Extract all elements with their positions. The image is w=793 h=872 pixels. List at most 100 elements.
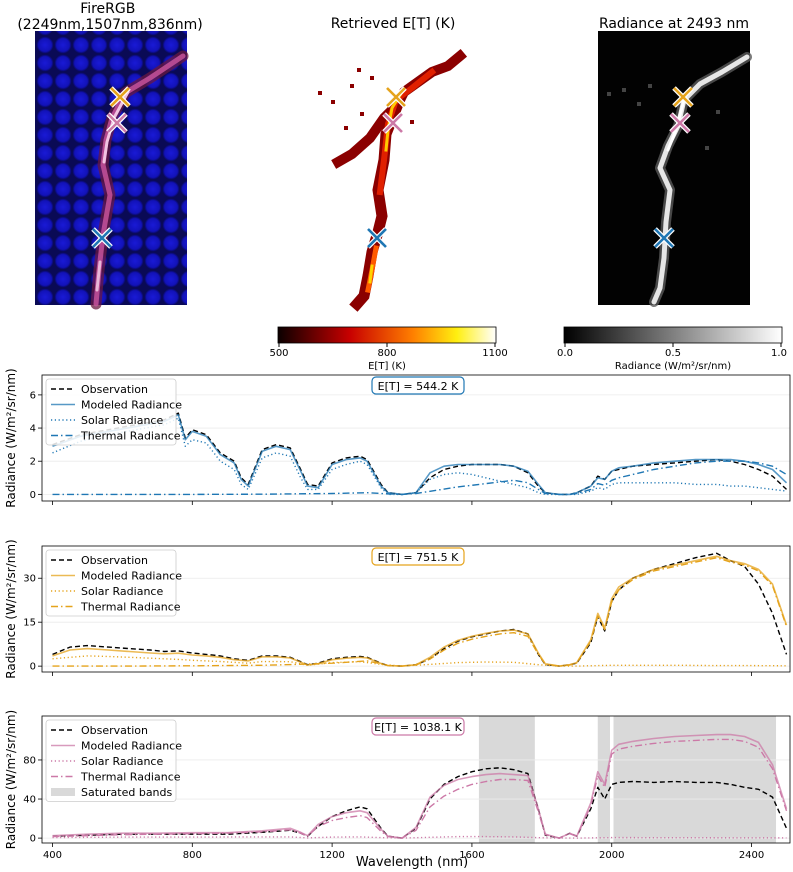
- legend-label: Thermal Radiance: [80, 771, 181, 784]
- legend-entry: Observation: [51, 554, 148, 567]
- y-tick-label: 6: [30, 390, 36, 401]
- legend-label: Thermal Radiance: [80, 601, 181, 614]
- image-panel-radiance: Radiance at 2493 nm: [598, 16, 752, 307]
- legend: Observation Modeled Radiance Solar Radianc…: [45, 549, 182, 617]
- temperature-annotation: E[T] = 751.5 K: [371, 547, 465, 566]
- temperature-annotation-text: E[T] = 544.2 K: [378, 380, 459, 393]
- legend-label: Modeled Radiance: [81, 740, 182, 753]
- colorbar-radiance-gradient: [563, 326, 783, 344]
- radiance-image: [598, 31, 750, 305]
- series-observation: [52, 767, 788, 839]
- x-tick-label: 2000: [599, 850, 624, 861]
- legend-entry: Saturated bands: [51, 786, 173, 799]
- series-thermal-radiance: [52, 557, 788, 667]
- colorbar-temperature-tick-label: 500: [269, 348, 288, 359]
- series-modeled-radiance: [52, 413, 788, 496]
- legend-label: Modeled Radiance: [81, 570, 182, 583]
- legend-label: Observation: [81, 724, 148, 737]
- fire-rgb-title-line-1: FireRGB: [80, 1, 135, 17]
- marker-orange-x: [385, 86, 407, 108]
- colorbar-temperature-label: E[T] (K): [368, 361, 406, 372]
- y-tick-label: 2: [30, 457, 36, 468]
- legend-entry: Thermal Radiance: [51, 601, 181, 614]
- x-tick-label: 1200: [319, 850, 344, 861]
- image-panel-fire-rgb: FireRGB (2249nm,1507nm,836nm): [17, 1, 203, 310]
- legend-entry: Modeled Radiance: [51, 399, 182, 412]
- spectrum-plot-2: 0 15 30 Radiance (W/m²/sr/nm) E[T] = 751.5 K…: [4, 539, 791, 679]
- legend-entry: Modeled Radiance: [51, 570, 182, 583]
- legend-label: Observation: [81, 554, 148, 567]
- colorbar-temperature-gradient: [277, 326, 497, 344]
- fire-rgb-title: FireRGB (2249nm,1507nm,836nm): [17, 1, 202, 33]
- saturated-band: [478, 716, 535, 843]
- marker-pink-x: [669, 112, 691, 134]
- legend-label: Solar Radiance: [81, 585, 163, 598]
- legend-entry: Thermal Radiance: [51, 430, 181, 443]
- x-tick-label: 2400: [739, 850, 764, 861]
- plot-frame: [41, 374, 791, 502]
- temperature-annotation: E[T] = 1038.1 K: [371, 717, 465, 736]
- temperature-annotation-text: E[T] = 751.5 K: [378, 551, 459, 564]
- colorbar-radiance-label: Radiance (W/m²/sr/nm): [615, 361, 731, 372]
- legend-label: Solar Radiance: [81, 755, 163, 768]
- marker-orange-x: [109, 86, 131, 108]
- marker-blue-x: [366, 227, 388, 249]
- marker-orange-x: [672, 86, 694, 108]
- radiance-scattered-pixels: [607, 84, 720, 150]
- x-tick-label: 1600: [459, 850, 484, 861]
- y-tick-label: 0: [30, 490, 36, 501]
- legend-entry: Thermal Radiance: [51, 771, 181, 784]
- y-tick-label: 4: [30, 424, 36, 435]
- legend-label: Thermal Radiance: [80, 430, 181, 443]
- legend-label: Modeled Radiance: [81, 399, 182, 412]
- spectrum-plot-3: 0 40 80 400 800 1200 1600 2000 2400 Radiance (W/m…: [4, 710, 791, 861]
- colorbar-radiance-tick-label: 0.5: [665, 348, 681, 359]
- temperature-title: Retrieved E[T] (K): [331, 16, 456, 32]
- x-tick-label: 800: [183, 850, 202, 861]
- colorbar-temperature-tick-label: 1100: [482, 348, 507, 359]
- legend-entry: Modeled Radiance: [51, 740, 182, 753]
- temperature-scattered-pixels: [318, 68, 414, 130]
- marker-pink-x: [382, 112, 404, 134]
- saturated-band: [613, 716, 777, 843]
- series-thermal-radiance: [52, 738, 788, 839]
- image-panel-temperature: Retrieved E[T] (K): [318, 16, 468, 312]
- temperature-annotation-text: E[T] = 1038.1 K: [374, 721, 462, 734]
- marker-pink-x: [106, 112, 128, 134]
- legend-entry: Solar Radiance: [51, 414, 163, 427]
- temperature-annotation: E[T] = 544.2 K: [371, 376, 465, 395]
- series-thermal-radiance: [52, 460, 787, 496]
- saturated-band: [597, 716, 610, 843]
- fire-rgb-title-line-2: (2249nm,1507nm,836nm): [17, 17, 202, 33]
- marker-blue-x: [653, 227, 675, 249]
- radiance-title: Radiance at 2493 nm: [599, 16, 749, 32]
- legend-entry: Observation: [51, 724, 148, 737]
- y-tick-label: 40: [23, 795, 36, 806]
- pixel-markers: [91, 86, 694, 249]
- legend-label: Solar Radiance: [81, 414, 163, 427]
- colorbar-radiance-tick-label: 0.0: [557, 348, 573, 359]
- x-tick-label: 400: [43, 850, 62, 861]
- legend: Observation Modeled Radiance Solar Radianc…: [45, 378, 182, 446]
- y-axis-label: Radiance (W/m²/sr/nm): [4, 368, 18, 507]
- spectra-plots: 0 2 4 6 Radiance (W/m²/sr/nm) E[T] = 544.2 K O…: [4, 368, 791, 861]
- series-solar-radiance: [52, 835, 787, 839]
- plot-frame: [41, 545, 791, 673]
- legend-swatch: [51, 788, 75, 796]
- colorbar-temperature: 500 800 1100 E[T] (K): [269, 326, 508, 372]
- legend-label: Observation: [81, 383, 148, 396]
- colorbar-radiance: 0.0 0.5 1.0 Radiance (W/m²/sr/nm): [557, 326, 787, 372]
- x-axis-label: Wavelength (nm): [356, 855, 468, 870]
- y-axis-label: Radiance (W/m²/sr/nm): [4, 710, 18, 849]
- legend-frame: [45, 378, 177, 446]
- y-tick-label: 0: [30, 662, 36, 673]
- legend-frame: [45, 549, 177, 617]
- y-tick-label: 80: [23, 755, 36, 766]
- colorbar-temperature-tick-label: 800: [377, 348, 396, 359]
- legend-entry: Solar Radiance: [51, 755, 163, 768]
- spectrum-plot-1: 0 2 4 6 Radiance (W/m²/sr/nm) E[T] = 544.2 K O…: [4, 368, 791, 508]
- y-axis-label: Radiance (W/m²/sr/nm): [4, 539, 18, 678]
- legend-entry: Solar Radiance: [51, 585, 163, 598]
- series-solar-radiance: [52, 655, 787, 667]
